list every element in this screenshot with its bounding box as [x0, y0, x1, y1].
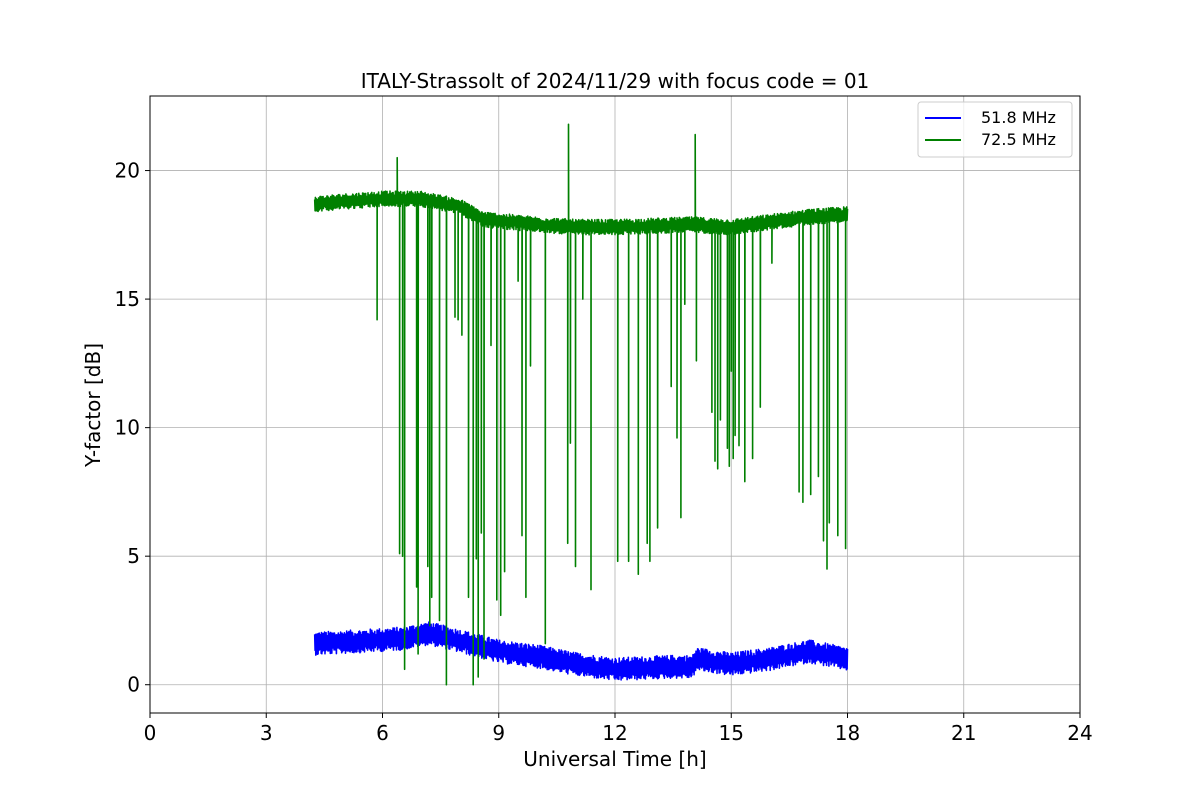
- y-tick-label: 10: [115, 416, 140, 440]
- series-line-51-8-mhz: [313, 621, 849, 681]
- series-line-72-5-mhz: [313, 123, 849, 686]
- x-axis-ticks: 0 3 6 9 12 15 18 21 24: [144, 713, 1093, 745]
- x-tick-label: 21: [951, 721, 976, 745]
- legend-label-51-8-mhz: 51.8 MHz: [981, 108, 1056, 127]
- x-tick-label: 3: [260, 721, 273, 745]
- x-tick-label: 0: [144, 721, 157, 745]
- x-tick-label: 9: [492, 721, 505, 745]
- x-tick-label: 12: [602, 721, 627, 745]
- x-tick-label: 15: [719, 721, 744, 745]
- x-tick-label: 6: [376, 721, 389, 745]
- y-axis-ticks: 0 5 10 15 20: [115, 159, 150, 697]
- y-tick-label: 0: [127, 673, 140, 697]
- x-axis-label: Universal Time [h]: [523, 747, 706, 771]
- legend-box: [917, 101, 1073, 158]
- legend-label-72-5-mhz: 72.5 MHz: [981, 130, 1056, 149]
- series-layer: [313, 123, 849, 686]
- x-tick-label: 24: [1067, 721, 1092, 745]
- x-tick-label: 18: [835, 721, 860, 745]
- y-tick-label: 5: [127, 544, 140, 568]
- y-tick-label: 20: [115, 159, 140, 183]
- y-axis-label: Y-factor [dB]: [81, 343, 105, 468]
- y-tick-label: 15: [115, 287, 140, 311]
- chart-title: ITALY-Strassolt of 2024/11/29 with focus…: [361, 69, 870, 93]
- legend: 51.8 MHz 72.5 MHz: [917, 101, 1073, 158]
